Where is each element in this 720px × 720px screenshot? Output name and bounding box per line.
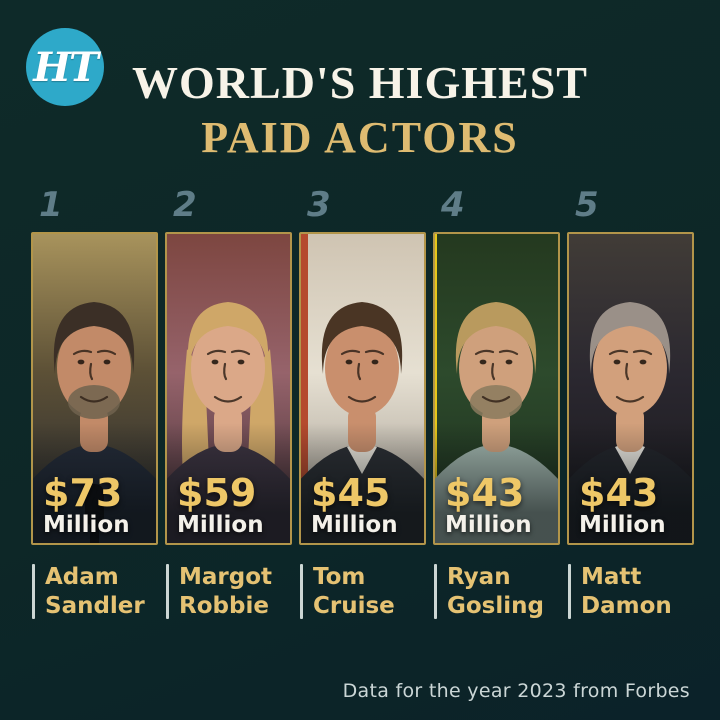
name-divider (568, 564, 571, 619)
name-row: Adam Sandler Margot Robbie Tom Cruise Ry… (31, 562, 694, 621)
actor-card-matt-damon: $43 Million (567, 232, 694, 545)
amount-unit: Million (311, 511, 398, 538)
actor-last-name: Cruise (313, 592, 395, 619)
actor-card-adam-sandler: $73 Million (31, 232, 158, 545)
amount-badge: $45 Million (311, 474, 398, 537)
ht-logo-text: HT (33, 43, 99, 91)
rank-number: 4 (441, 185, 465, 225)
name-divider (32, 564, 35, 619)
name-divider (300, 564, 303, 619)
actor-first-name: Adam (45, 564, 119, 590)
amount-unit: Million (177, 511, 264, 538)
actor-card-row: $73 Million $59 Milli (31, 232, 694, 545)
amount-value: $43 (579, 470, 659, 515)
actor-name: Margot Robbie (165, 562, 292, 621)
actor-photo (569, 302, 692, 543)
actor-last-name: Damon (581, 592, 672, 619)
rank-row: 1 2 3 4 5 (31, 188, 694, 222)
actor-first-name: Ryan (447, 564, 511, 590)
name-divider (434, 564, 437, 619)
actor-name: Ryan Gosling (433, 562, 560, 621)
actor-photo (167, 302, 290, 543)
amount-value: $45 (311, 470, 391, 515)
name-divider (166, 564, 169, 619)
rank-number: 5 (575, 185, 599, 225)
amount-unit: Million (43, 511, 130, 538)
actor-photo (301, 234, 424, 543)
actor-name: Tom Cruise (299, 562, 426, 621)
source-note: Data for the year 2023 from Forbes (342, 680, 690, 702)
rank-number: 2 (173, 185, 197, 225)
actor-first-name: Margot (179, 564, 273, 590)
rank-number: 3 (307, 185, 331, 225)
amount-value: $43 (445, 470, 525, 515)
amount-unit: Million (579, 511, 666, 538)
actor-last-name: Robbie (179, 592, 269, 619)
page-title-line1: WORLD'S HIGHEST (132, 57, 588, 108)
actor-photo (435, 234, 558, 543)
actor-name: Adam Sandler (31, 562, 158, 621)
actor-last-name: Sandler (45, 592, 145, 619)
amount-badge: $43 Million (579, 474, 666, 537)
amount-value: $73 (43, 470, 123, 515)
amount-value: $59 (177, 470, 257, 515)
amount-unit: Million (445, 511, 532, 538)
ht-logo: HT (26, 28, 104, 106)
page-title-line2: PAID ACTORS (201, 113, 519, 162)
actor-card-tom-cruise: $45 Million (299, 232, 426, 545)
amount-badge: $73 Million (43, 474, 130, 537)
amount-badge: $59 Million (177, 474, 264, 537)
amount-badge: $43 Million (445, 474, 532, 537)
actor-last-name: Gosling (447, 592, 544, 619)
actor-name: Matt Damon (567, 562, 694, 621)
rank-number: 1 (39, 185, 63, 225)
actor-card-margot-robbie: $59 Million (165, 232, 292, 545)
actor-first-name: Matt (581, 564, 642, 590)
actor-first-name: Tom (313, 564, 366, 590)
actor-card-ryan-gosling: $43 Million (433, 232, 560, 545)
actor-photo (33, 302, 156, 543)
